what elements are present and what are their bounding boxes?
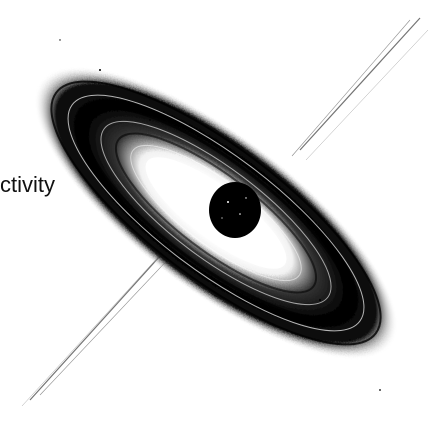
caption-fragment: ctivity (0, 172, 55, 197)
dust-speckles (59, 39, 381, 391)
jet-streaks (21, 17, 429, 407)
event-horizon (209, 182, 261, 238)
